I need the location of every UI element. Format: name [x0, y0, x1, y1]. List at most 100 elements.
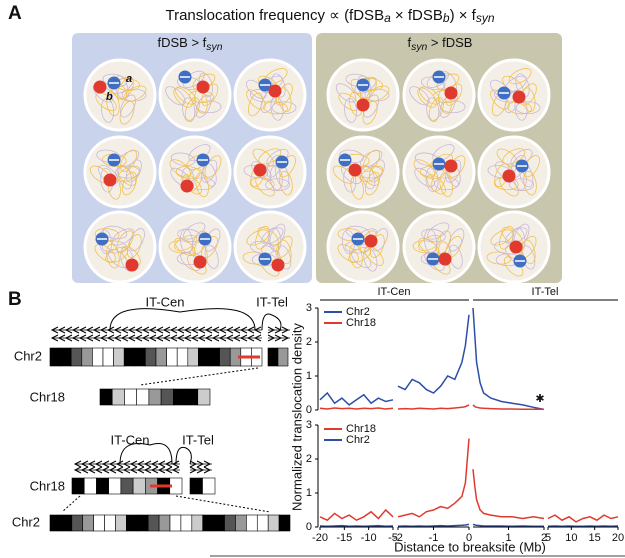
chevron	[196, 460, 205, 468]
chromatin	[499, 225, 515, 250]
chromosome-band	[224, 514, 236, 532]
x-tick-label: 10	[565, 532, 577, 544]
chevron	[239, 326, 248, 334]
chevron	[120, 326, 129, 334]
chromatin	[111, 228, 135, 246]
chevron	[274, 334, 283, 342]
chevron	[94, 466, 103, 474]
chromatin	[258, 148, 282, 165]
chromosome-band	[185, 388, 199, 406]
chart-header: IT-Tel	[532, 286, 559, 298]
chevron	[136, 466, 145, 474]
red-dot	[196, 80, 210, 94]
series-line	[472, 404, 544, 411]
chromosome-band	[202, 477, 216, 495]
chevron	[281, 334, 290, 342]
chevron	[150, 460, 159, 468]
chevron	[150, 466, 159, 474]
chromatin	[117, 165, 141, 182]
chromosome-band	[82, 514, 94, 532]
chromatin	[255, 225, 271, 250]
chevron	[108, 466, 117, 474]
chevron	[73, 460, 82, 468]
chromosome-band	[189, 477, 203, 495]
dotted	[61, 495, 271, 513]
chevron	[73, 466, 82, 474]
chevron	[190, 334, 199, 342]
series-line	[319, 508, 394, 522]
chromosome-band	[126, 514, 138, 532]
chromosome-band	[92, 347, 104, 367]
chromosome-band	[60, 514, 73, 532]
chevron	[189, 460, 198, 468]
chromatin	[96, 149, 121, 163]
chromosome-band	[102, 347, 114, 367]
chevron	[164, 466, 173, 474]
chevron	[129, 460, 138, 468]
chromatin	[101, 98, 115, 123]
chevron	[171, 460, 180, 468]
legend-label: Chr2	[346, 306, 370, 318]
chromatin	[126, 234, 142, 258]
x-tick-label: 15	[589, 532, 601, 544]
chromatin	[180, 251, 201, 271]
chromatin	[409, 86, 430, 106]
red-dot	[364, 234, 378, 248]
heading-part: f	[408, 35, 412, 50]
chromatin	[419, 165, 445, 179]
chromatin	[426, 97, 440, 123]
chromatin	[94, 244, 116, 263]
chromosome-band	[134, 347, 146, 367]
chromatin	[246, 89, 266, 110]
red-dot	[125, 258, 139, 272]
chromatin	[438, 241, 452, 266]
chevron	[115, 466, 124, 474]
chromatin	[250, 241, 275, 255]
chevron	[108, 460, 117, 468]
chromosome-band	[267, 514, 280, 532]
heading: fDSB > fsyn	[158, 35, 223, 52]
nucleus	[326, 58, 400, 132]
chevron	[92, 326, 101, 334]
chromatin	[502, 148, 526, 165]
chromosome-label: Chr2	[14, 348, 42, 363]
chromosome-band	[176, 347, 189, 367]
chromatin	[116, 165, 137, 186]
chromosome-band	[160, 388, 174, 406]
x-tick-label: 0	[466, 532, 472, 544]
annotation: ✱	[535, 393, 544, 405]
chevron	[211, 334, 220, 342]
chart-header: IT-Cen	[377, 286, 410, 298]
chevron	[157, 466, 166, 474]
legend-label: Chr18	[346, 317, 376, 329]
y-tick-label: 3	[306, 302, 312, 314]
chromosome-label: Chr2	[12, 514, 40, 529]
chromosome-band	[148, 388, 162, 406]
region-label: IT-Tel	[256, 294, 288, 309]
chromosome-band	[202, 514, 214, 532]
red-dot	[93, 80, 107, 94]
chromatin	[349, 243, 363, 269]
chevron	[143, 466, 152, 474]
chevron	[127, 326, 136, 334]
chevron	[99, 334, 108, 342]
chevron	[155, 326, 164, 334]
chromatin	[129, 228, 145, 252]
heading-part: fDSB > f	[158, 35, 207, 50]
chevron	[92, 334, 101, 342]
chevron	[203, 460, 212, 468]
dotted	[139, 367, 259, 386]
chromosome-band	[136, 388, 150, 406]
red-dot	[438, 252, 452, 266]
chromosome-band	[83, 477, 97, 495]
chromatin	[120, 149, 137, 172]
heading-part: > fDSB	[427, 35, 472, 50]
chromosome-band	[219, 347, 231, 367]
chromatin	[439, 172, 453, 198]
series-line	[547, 514, 619, 523]
chromatin	[269, 165, 283, 191]
chromosome-band	[166, 347, 178, 367]
chevron	[157, 460, 166, 468]
chromatin	[195, 94, 212, 118]
chromosome-band	[145, 347, 157, 367]
